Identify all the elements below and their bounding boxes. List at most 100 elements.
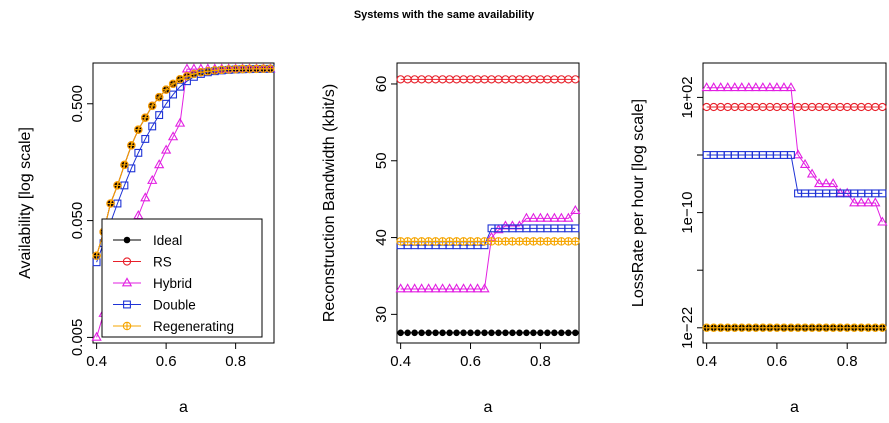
data-point-regenerating (266, 64, 275, 74)
data-point-regenerating (564, 237, 573, 246)
y-tick-label: 1e−10 (679, 192, 696, 234)
series-rs (396, 75, 580, 84)
x-tick-label: 0.6 (460, 353, 481, 370)
series-ideal (397, 329, 579, 337)
data-point-ideal (488, 329, 495, 337)
data-point-regenerating (849, 323, 859, 333)
data-point-hybrid (722, 82, 733, 92)
y-tick-label: 1e−22 (679, 307, 696, 349)
data-point-regenerating (744, 323, 754, 333)
data-point-double (169, 90, 178, 99)
data-point-regenerating (189, 69, 199, 79)
data-point-regenerating (864, 323, 873, 333)
data-point-ideal (481, 329, 488, 337)
data-point-ideal (425, 329, 432, 337)
y-tick-label: 0.050 (69, 202, 86, 240)
data-point-hybrid (160, 144, 172, 154)
data-point-regenerating (751, 323, 761, 333)
data-point-ideal (551, 329, 558, 337)
series-rs (702, 102, 887, 112)
data-point-regenerating (557, 237, 566, 246)
data-point-regenerating (210, 66, 220, 75)
series-line-double (706, 154, 883, 194)
data-point-regenerating (550, 237, 559, 246)
data-point-regenerating (438, 237, 447, 246)
data-point-ideal (418, 329, 425, 337)
data-point-hybrid (570, 204, 581, 215)
data-point-regenerating (134, 125, 143, 134)
data-point-ideal (474, 329, 481, 337)
data-point-ideal (397, 329, 404, 337)
data-point-hybrid (416, 283, 427, 293)
data-point-hybrid (778, 82, 790, 92)
data-point-regenerating (259, 64, 268, 74)
legend: Ideal RS Hybrid Double Regenerating (101, 218, 263, 338)
data-point-regenerating (224, 65, 233, 74)
data-point-regenerating (175, 75, 185, 84)
x-tick-label: 0.8 (530, 353, 551, 370)
data-point-hybrid (174, 117, 186, 127)
legend-marker (121, 277, 133, 287)
data-point-regenerating (168, 79, 178, 89)
data-point-regenerating (182, 72, 192, 81)
legend-item: RS (113, 255, 172, 270)
data-point-hybrid (863, 197, 874, 207)
data-point-hybrid (764, 82, 776, 92)
data-point-regenerating (424, 237, 433, 246)
data-point-ideal (544, 329, 551, 337)
data-point-hybrid (806, 168, 818, 178)
data-point-regenerating (723, 323, 732, 333)
data-point-regenerating (238, 64, 247, 74)
data-point-regenerating (217, 65, 226, 75)
data-point-hybrid (444, 283, 455, 293)
y-tick-label: 0.500 (69, 85, 86, 123)
data-point-regenerating (730, 323, 740, 333)
data-point-hybrid (715, 82, 726, 92)
data-point-regenerating (417, 237, 426, 246)
data-point-ideal (572, 329, 579, 337)
x-tick-label: 0.4 (86, 353, 107, 370)
data-point-hybrid (701, 82, 712, 92)
data-point-regenerating (835, 323, 845, 333)
data-point-hybrid (757, 82, 769, 92)
data-point-regenerating (828, 323, 838, 333)
data-point-hybrid (472, 283, 483, 293)
data-point-regenerating (487, 237, 496, 246)
plot-frame (92, 62, 275, 344)
data-point-ideal (565, 329, 572, 337)
legend-label: Ideal (153, 233, 182, 248)
legend-item: Hybrid (113, 276, 192, 291)
legend-marker (123, 300, 131, 309)
data-point-regenerating (245, 64, 254, 74)
data-point-regenerating (786, 323, 796, 333)
data-point-regenerating (92, 251, 101, 260)
data-point-hybrid (437, 283, 448, 293)
data-point-hybrid (479, 283, 490, 293)
data-point-hybrid (563, 212, 574, 222)
data-point-hybrid (423, 283, 434, 293)
data-point-regenerating (127, 141, 136, 150)
series-regenerating (92, 64, 275, 260)
data-point-rs (571, 75, 580, 84)
data-point-hybrid (870, 197, 881, 207)
data-point-regenerating (709, 323, 718, 333)
x-tick-label: 0.8 (837, 353, 858, 370)
legend-marker (122, 321, 132, 331)
data-point-regenerating (765, 323, 775, 333)
data-point-double (787, 151, 795, 159)
legend-item: Ideal (113, 233, 182, 248)
data-point-regenerating (113, 181, 122, 190)
x-tick-label: 0.4 (696, 353, 717, 370)
data-point-hybrid (395, 283, 406, 293)
data-point-hybrid (402, 283, 413, 293)
data-point-regenerating (501, 237, 510, 246)
data-point-double (571, 224, 580, 233)
series-regenerating (702, 323, 887, 333)
data-point-hybrid (813, 178, 825, 188)
data-point-regenerating (445, 237, 454, 246)
data-point-hybrid (785, 82, 797, 92)
data-point-hybrid (708, 82, 719, 92)
data-point-regenerating (106, 199, 115, 208)
data-point-ideal (432, 329, 439, 337)
data-point-ideal (446, 329, 453, 337)
